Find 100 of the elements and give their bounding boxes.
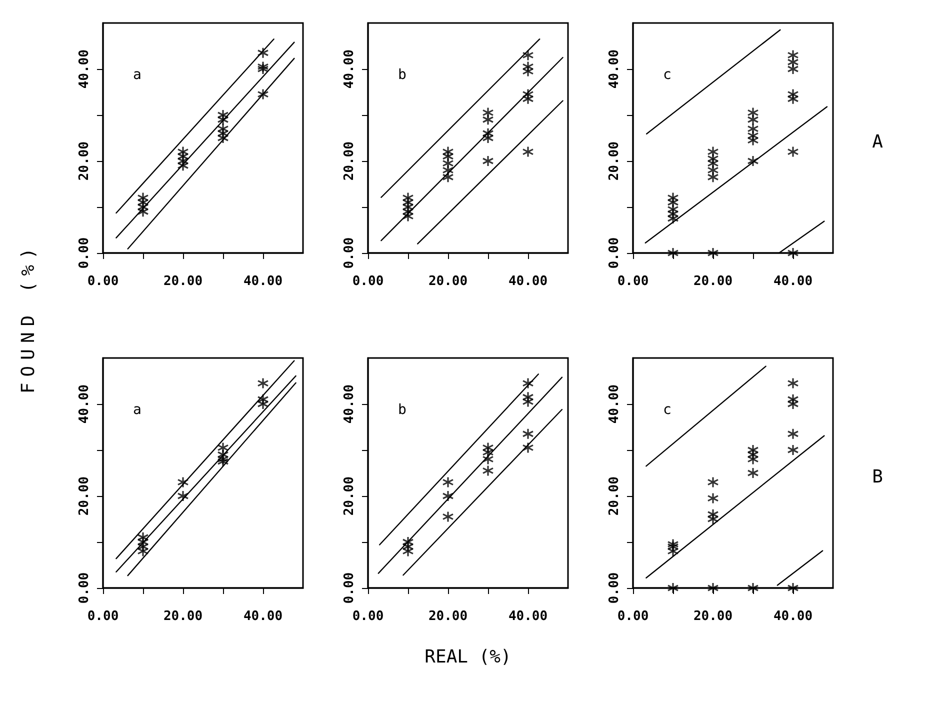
point	[747, 114, 759, 126]
y-tick-label: 20.00	[607, 476, 622, 516]
point	[177, 146, 189, 158]
point	[747, 123, 759, 135]
annotation: a	[133, 402, 142, 418]
point	[217, 114, 229, 126]
text: B	[872, 466, 884, 488]
point	[217, 456, 229, 468]
point	[707, 158, 719, 170]
annotation: c	[663, 67, 672, 83]
y-tick-label: 0.00	[342, 237, 357, 269]
point	[707, 582, 719, 594]
point	[747, 106, 759, 118]
x-tick-label: 0.00	[352, 274, 384, 289]
y-tick-label: 0.00	[607, 237, 622, 269]
point	[402, 536, 414, 548]
text: A	[872, 132, 884, 152]
point	[482, 106, 494, 118]
annotation: b	[398, 402, 406, 418]
point	[707, 146, 719, 158]
point	[522, 442, 534, 454]
x-tick-label: 0.00	[352, 609, 384, 624]
x-tick-label: 40.00	[508, 609, 548, 624]
point	[787, 56, 799, 68]
point	[482, 114, 494, 126]
point	[707, 492, 719, 504]
point	[217, 453, 229, 465]
point	[787, 378, 799, 390]
y-tick-label: 40.00	[342, 49, 357, 89]
x-tick-label: 20.00	[163, 609, 203, 624]
point	[442, 171, 454, 183]
point	[442, 510, 454, 522]
point	[787, 93, 799, 105]
x-tick-label: 40.00	[243, 274, 283, 289]
point	[787, 247, 799, 259]
y-tick-label: 20.00	[77, 141, 92, 181]
point	[522, 428, 534, 440]
point	[482, 155, 494, 167]
x-tick-label: 20.00	[693, 274, 733, 289]
y-tick-label: 40.00	[77, 384, 92, 424]
x-tick-label: 40.00	[773, 609, 813, 624]
point	[787, 444, 799, 456]
x-tick-label: 40.00	[243, 609, 283, 624]
point	[707, 171, 719, 183]
x-tick-label: 20.00	[163, 274, 203, 289]
annotation: b	[398, 67, 406, 83]
point	[482, 464, 494, 476]
y-tick-label: 0.00	[77, 237, 92, 269]
y-tick-label: 40.00	[607, 49, 622, 89]
point	[522, 66, 534, 78]
y-tick-label: 20.00	[342, 141, 357, 181]
x-tick-label: 0.00	[87, 274, 119, 289]
point	[522, 49, 534, 61]
point	[522, 378, 534, 390]
x-tick-label: 20.00	[693, 609, 733, 624]
y-axis-title: FOUND (%)	[18, 242, 38, 394]
point	[787, 428, 799, 440]
point	[787, 398, 799, 410]
point	[667, 204, 679, 216]
y-tick-label: 40.00	[342, 384, 357, 424]
point	[747, 467, 759, 479]
point	[747, 134, 759, 146]
annotation: a	[133, 67, 142, 83]
point	[522, 396, 534, 408]
point	[137, 532, 149, 544]
point	[522, 146, 534, 158]
x-tick-label: 0.00	[87, 609, 119, 624]
point	[667, 247, 679, 259]
point	[442, 490, 454, 502]
point	[177, 476, 189, 488]
y-tick-label: 0.00	[342, 572, 357, 604]
point	[667, 582, 679, 594]
point	[482, 446, 494, 458]
y-tick-label: 20.00	[342, 476, 357, 516]
point	[747, 155, 759, 167]
y-tick-label: 40.00	[607, 384, 622, 424]
x-tick-label: 0.00	[617, 274, 649, 289]
point	[707, 513, 719, 525]
point	[747, 453, 759, 465]
x-tick-label: 20.00	[428, 274, 468, 289]
point	[442, 158, 454, 170]
point	[707, 247, 719, 259]
point	[217, 132, 229, 144]
y-tick-label: 20.00	[77, 476, 92, 516]
point	[402, 192, 414, 204]
x-tick-label: 40.00	[773, 274, 813, 289]
x-tick-label: 20.00	[428, 609, 468, 624]
point	[257, 63, 269, 75]
point	[257, 398, 269, 410]
x-axis-title: REAL (%)	[424, 646, 512, 668]
point	[707, 164, 719, 176]
annotation: c	[663, 402, 672, 418]
y-tick-label: 0.00	[77, 572, 92, 604]
x-tick-label: 40.00	[508, 274, 548, 289]
point	[442, 476, 454, 488]
point	[257, 378, 269, 390]
y-tick-label: 20.00	[607, 141, 622, 181]
point	[217, 442, 229, 454]
point	[257, 88, 269, 100]
point	[667, 192, 679, 204]
